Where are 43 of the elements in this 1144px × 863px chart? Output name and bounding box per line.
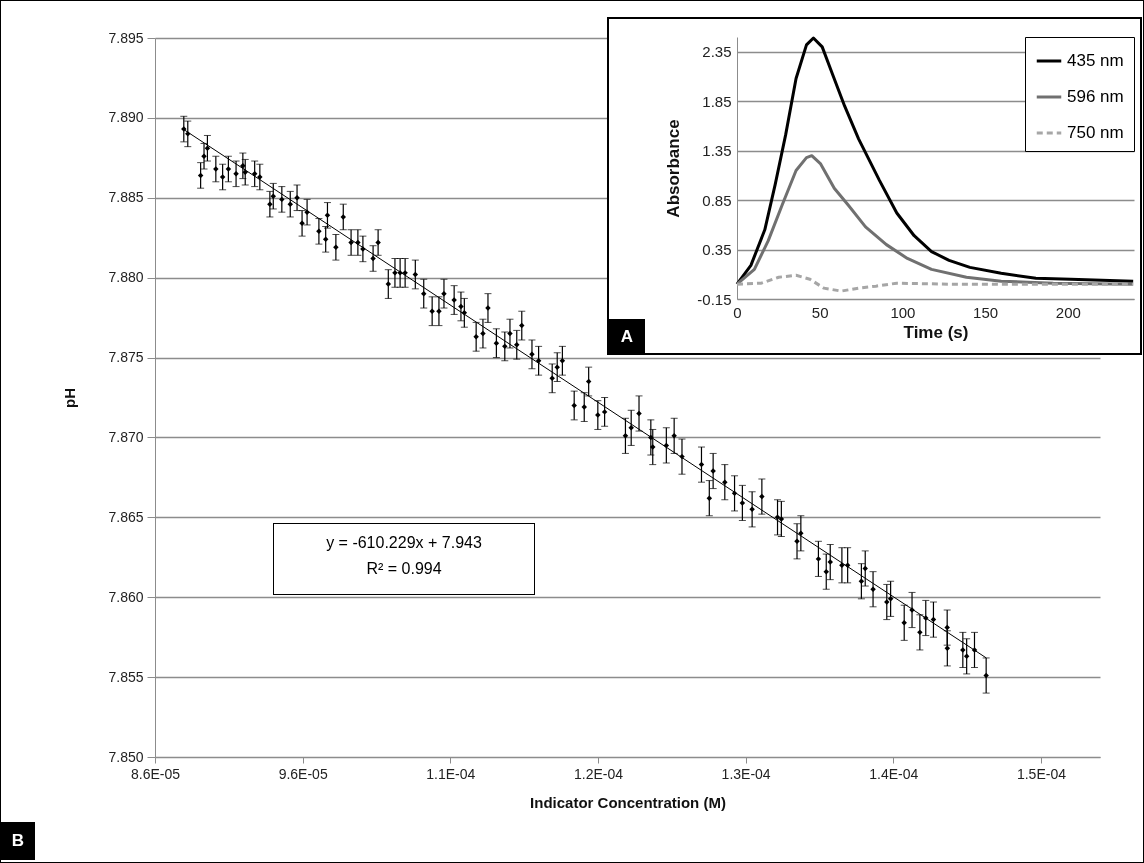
y-tick-label: 1.85 — [702, 92, 732, 110]
y-tick-label: 0.85 — [702, 191, 732, 209]
y-tick-label: 7.850 — [108, 748, 144, 765]
equation-box: y = -610.229x + 7.943 R² = 0.994 — [273, 523, 535, 595]
legend-label: 750 nm — [1067, 123, 1124, 142]
x-tick-label: 1.5E-04 — [1016, 765, 1067, 782]
x-tick-label: 50 — [811, 303, 829, 321]
x-tick-label: 200 — [1055, 303, 1081, 321]
y-tick-label: 7.875 — [108, 349, 144, 366]
y-tick-label: 7.885 — [108, 189, 144, 206]
x-tick-label: 0 — [733, 303, 742, 321]
y-tick-label: 7.870 — [108, 428, 144, 445]
x-tick-label: 8.6E-05 — [130, 765, 181, 782]
annotation: R² = 0.994 — [365, 559, 443, 579]
line-series — [735, 36, 1135, 286]
x-tick-label: 150 — [973, 303, 999, 321]
y-tick-label: 7.855 — [108, 668, 144, 685]
x-tick-label: 100 — [890, 303, 916, 321]
annotation: A — [609, 319, 645, 355]
y-tick-label: 2.35 — [702, 43, 732, 61]
line-series — [735, 154, 1135, 286]
x-axis-title: Time (s) — [903, 322, 969, 342]
x-tick-label: 1.4E-04 — [869, 765, 919, 782]
text: B — [1, 822, 35, 860]
legend-label: 596 nm — [1067, 87, 1124, 106]
x-tick-label: 1.3E-04 — [721, 765, 771, 782]
y-tick-label: 7.865 — [108, 508, 144, 525]
y-tick-label: 1.35 — [702, 142, 732, 160]
x-tick-label: 9.6E-05 — [278, 765, 328, 782]
y-tick-label: 7.895 — [108, 29, 144, 46]
x-tick-label: 1.2E-04 — [573, 765, 624, 782]
y-axis-title: Absorbance — [664, 119, 684, 218]
y-tick-label: 7.890 — [108, 109, 144, 126]
y-tick-label: -0.15 — [697, 290, 732, 308]
x-axis-title: Indicator Concentration (M) — [530, 793, 726, 811]
legend-label: 435 nm — [1067, 51, 1124, 70]
y-axis-title: pH — [61, 388, 79, 408]
line-series — [735, 273, 1135, 293]
y-tick-label: 0.35 — [702, 241, 732, 259]
y-tick-label: 7.860 — [108, 588, 144, 605]
annotation: y = -610.229x + 7.943 — [325, 533, 483, 553]
y-tick-label: 7.880 — [108, 269, 144, 286]
x-tick-label: 1.1E-04 — [426, 765, 476, 782]
